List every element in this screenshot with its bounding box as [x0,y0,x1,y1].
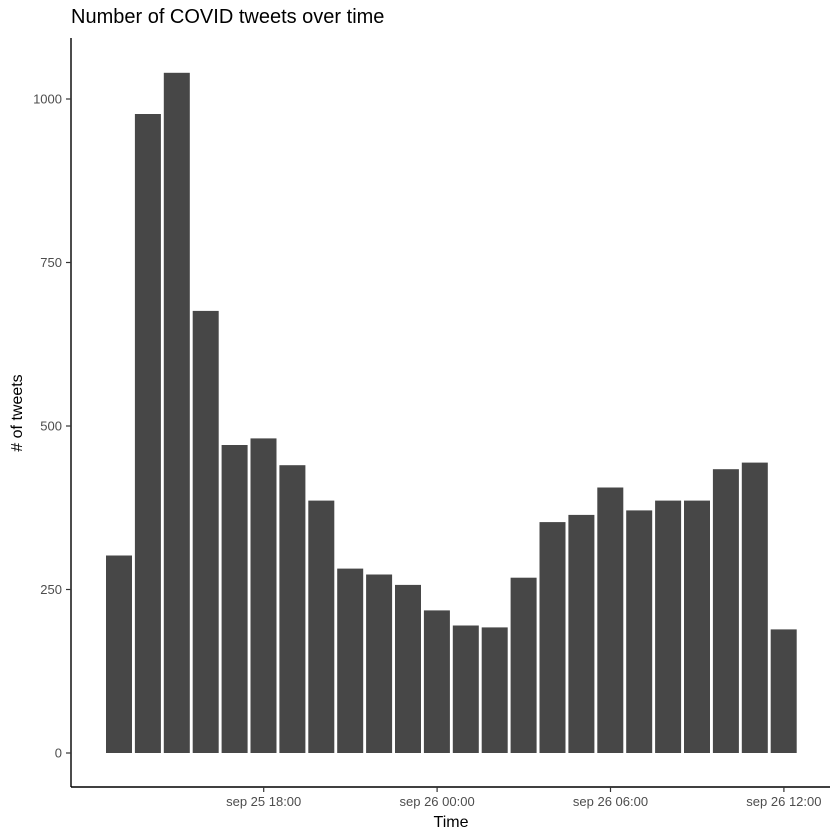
y-tick-label: 750 [40,255,62,270]
bar-sep-26-06-00 [539,522,566,753]
bar-sep-26-08-00 [597,487,624,753]
bar-sep-25-18-00 [192,310,219,753]
bar-sep-26-10-00 [655,500,682,753]
bar-sep-25-16-00 [134,114,161,753]
bar-sep-25-21-00 [279,465,306,753]
x-tick-label: sep 26 12:00 [746,794,821,809]
bar-sep-26-12-00 [712,469,739,753]
bar-sep-26-09-00 [626,510,653,753]
y-axis-title: # of tweets [9,374,26,451]
bar-sep-26-03-00 [452,625,479,753]
chart-title: Number of COVID tweets over time [71,6,385,28]
bar-sep-26-11-00 [684,500,710,753]
bar-sep-25-20-00 [250,438,277,753]
y-tick-label: 500 [40,419,62,434]
x-axis-title: Time [434,814,469,831]
bar-sep-25-17-00 [163,72,190,754]
bar-sep-26-01-00 [395,584,421,753]
bar-sep-26-02-00 [423,610,450,753]
bar-sep-26-04-00 [481,627,508,753]
bar-sep-25-19-00 [221,445,248,753]
bars-layer [106,72,797,754]
bar-sep-25-15-00 [106,555,132,753]
y-tick-label: 0 [55,746,62,761]
bar-sep-26-00-00 [366,574,393,753]
x-tick-label: sep 26 00:00 [400,794,475,809]
bar-sep-26-07-00 [568,514,595,753]
x-tick-label: sep 25 18:00 [226,794,301,809]
bar-sep-25-23-00 [337,568,364,753]
y-tick-label: 1000 [33,92,62,107]
x-ticks: sep 25 18:00 sep 26 00:00 sep 26 06:00 sep … [226,787,821,809]
bar-sep-26-05-00 [510,577,537,753]
bar-sep-26-13-00 [741,462,768,753]
x-tick-label: sep 26 06:00 [573,794,648,809]
y-ticks: 0 250 500 750 1000 [33,92,71,761]
bar-sep-26-14-00 [770,629,797,753]
y-tick-label: 250 [40,582,62,597]
bar-sep-25-22-00 [308,500,335,753]
